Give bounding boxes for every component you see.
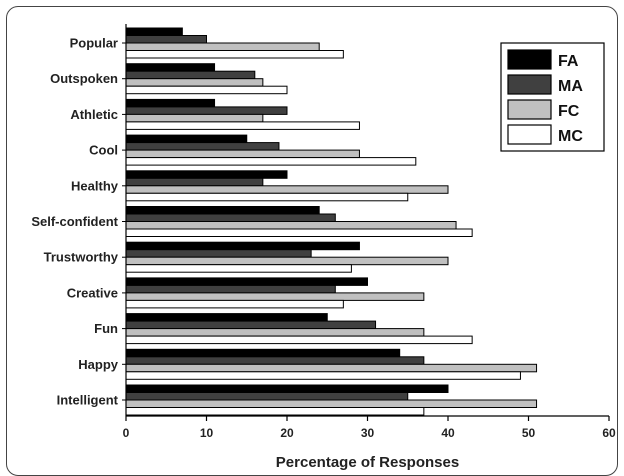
bar-mc-creative: [125, 299, 344, 309]
legend-swatch-ma: [507, 74, 552, 95]
bar-fa-healthy: [125, 170, 288, 179]
legend-label-mc: MC: [558, 128, 583, 145]
x-tick-label: 30: [361, 426, 375, 440]
bar-ma-healthy: [125, 177, 264, 187]
bar-ma-fun: [125, 320, 377, 330]
bar-fc-cool: [125, 149, 360, 159]
x-tick-label: 40: [441, 426, 455, 440]
bar-fc-intelligent: [125, 399, 538, 408]
bar-fa-self-confident: [125, 206, 320, 215]
category-label: Fun: [94, 321, 118, 336]
bar-fc-healthy: [125, 185, 449, 194]
category-label: Popular: [70, 36, 118, 51]
bar-ma-self-confident: [125, 213, 336, 222]
category-label: Happy: [78, 357, 119, 372]
bar-fa-happy: [125, 348, 401, 358]
bar-mc-cool: [125, 157, 417, 166]
bar-mc-outspoken: [125, 85, 288, 95]
x-tick-label: 60: [602, 426, 616, 440]
x-tick-label: 0: [123, 426, 130, 440]
category-label: Healthy: [71, 178, 119, 193]
bar-fc-happy: [125, 363, 538, 373]
bar-mc-self-confident: [125, 228, 473, 237]
category-label: Outspoken: [50, 71, 118, 86]
category-label: Intelligent: [57, 393, 119, 408]
bar-fa-cool: [125, 134, 248, 144]
bar-mc-athletic: [125, 121, 360, 130]
bar-fc-trustworthy: [125, 256, 449, 266]
bar-mc-intelligent: [125, 407, 425, 416]
bar-fc-fun: [125, 328, 425, 337]
bar-ma-cool: [125, 142, 280, 151]
x-tick-label: 50: [522, 426, 536, 440]
legend-swatch-mc: [507, 124, 552, 145]
bar-ma-outspoken: [125, 70, 256, 80]
bar-fc-popular: [125, 42, 320, 51]
bar-mc-happy: [125, 371, 521, 380]
category-label: Creative: [67, 285, 118, 300]
bar-ma-creative: [125, 284, 336, 294]
bar-fc-athletic: [125, 113, 264, 123]
bar-mc-fun: [125, 335, 473, 345]
bar-mc-trustworthy: [125, 264, 352, 273]
bar-ma-popular: [125, 35, 207, 44]
bar-fa-outspoken: [125, 63, 216, 72]
x-axis-label: Percentage of Responses: [276, 454, 459, 471]
bar-fa-popular: [125, 27, 183, 36]
bar-fa-trustworthy: [125, 241, 360, 251]
bar-fa-fun: [125, 313, 328, 322]
bar-fa-intelligent: [125, 384, 449, 393]
bar-ma-intelligent: [125, 392, 409, 401]
bar-mc-healthy: [125, 192, 409, 202]
legend-swatch-fc: [507, 99, 552, 120]
legend-label-ma: MA: [558, 78, 583, 95]
bar-fc-outspoken: [125, 78, 264, 87]
legend-swatch-fa: [507, 49, 552, 70]
category-label: Trustworthy: [44, 250, 119, 265]
legend-label-fc: FC: [558, 103, 580, 120]
bar-fc-creative: [125, 292, 425, 301]
category-label: Self-confident: [31, 214, 118, 229]
x-tick-label: 20: [280, 426, 294, 440]
x-tick-label: 10: [200, 426, 214, 440]
bar-fc-self-confident: [125, 221, 457, 230]
bar-fa-athletic: [125, 98, 216, 108]
bar-ma-happy: [125, 356, 425, 365]
bar-fa-creative: [125, 277, 368, 286]
category-label: Athletic: [70, 107, 118, 122]
bar-mc-popular: [125, 50, 344, 59]
category-label: Cool: [89, 143, 118, 158]
bar-ma-trustworthy: [125, 249, 312, 258]
bar-ma-athletic: [125, 106, 288, 115]
legend-label-fa: FA: [558, 53, 579, 70]
